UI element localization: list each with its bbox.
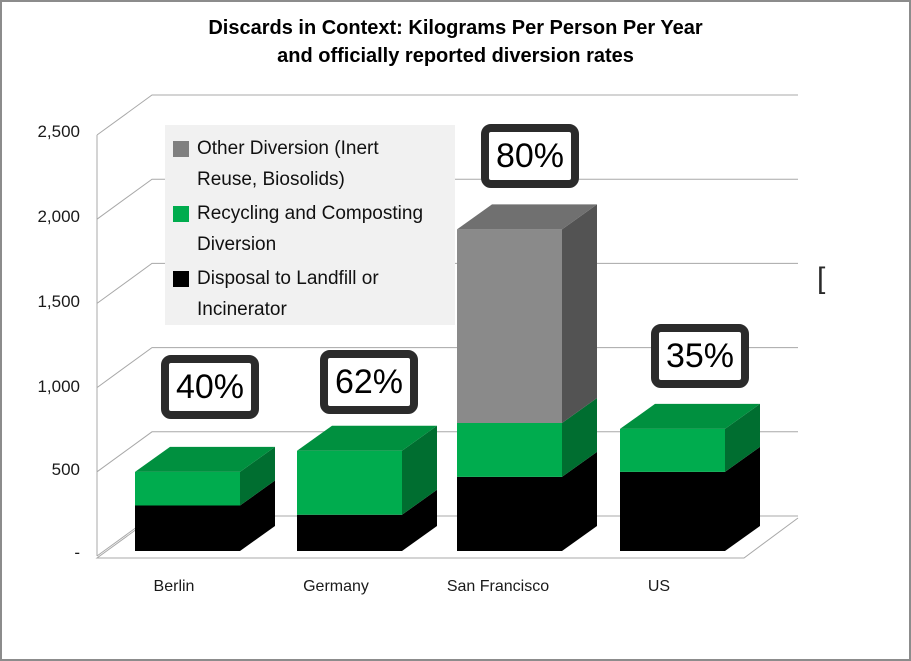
- bar-side-Germany: [402, 425, 437, 515]
- diversion-rate-badge-berlin: 40%: [161, 355, 259, 419]
- diversion-rate-badge-us: 35%: [651, 324, 749, 388]
- bar-front-Germany: [297, 450, 402, 515]
- gridline: [96, 94, 798, 136]
- bar-front-Berlin: [135, 471, 240, 506]
- page-title: Discards in Context: Kilograms Per Perso…: [2, 14, 909, 70]
- legend-swatch-green-icon: [173, 206, 189, 222]
- bar-side-Berlin: [240, 480, 275, 551]
- bar-top-San Francisco: [457, 204, 597, 230]
- bracket-artifact: [: [817, 262, 826, 295]
- gridline: [96, 178, 798, 220]
- legend-item-label: Disposal to Landfill or Incinerator: [197, 268, 379, 320]
- bar-front-Berlin: [135, 505, 240, 551]
- y-axis-tick: 2,000: [37, 207, 80, 226]
- y-axis-tick: 2,500: [37, 122, 80, 141]
- bar-side-San Francisco: [562, 451, 597, 551]
- legend-swatch-black-icon: [173, 271, 189, 287]
- bar-front-Germany: [297, 514, 402, 551]
- bar-side-Berlin: [240, 446, 275, 506]
- bar-top-Berlin: [135, 446, 275, 472]
- diversion-rate-badge-germany: 62%: [320, 350, 418, 414]
- category-label-us: US: [647, 578, 671, 595]
- bar-front-San Francisco: [457, 229, 562, 424]
- legend: Other Diversion (Inert Reuse, Biosolids)…: [165, 125, 455, 325]
- title-line-2: and officially reported diversion rates: [277, 45, 634, 67]
- bar-side-San Francisco: [562, 204, 597, 424]
- bar-front-US: [620, 428, 725, 472]
- y-axis-tick: 500: [51, 460, 80, 479]
- y-axis-tick: 1,000: [37, 377, 80, 396]
- legend-item-label: Recycling and Composting Diversion: [197, 203, 424, 255]
- legend-item-disposal: Disposal to Landfill or Incinerator: [173, 263, 445, 325]
- legend-item-recycling: Recycling and Composting Diversion: [173, 198, 445, 260]
- bar-side-US: [725, 403, 760, 472]
- bar-front-San Francisco: [457, 476, 562, 551]
- legend-item-other-diversion: Other Diversion (Inert Reuse, Biosolids): [173, 133, 445, 195]
- floor-edge: [95, 517, 799, 559]
- y-axis-tick: -: [74, 543, 80, 562]
- bar-front-San Francisco: [457, 423, 562, 477]
- diversion-rate-badge-san-francisco: 80%: [481, 124, 579, 188]
- y-axis-tick: 1,500: [37, 292, 80, 311]
- bar-side-Germany: [402, 489, 437, 551]
- category-label-berlin: Berlin: [153, 578, 195, 595]
- category-label-san-francisco: San Francisco: [446, 578, 550, 595]
- bar-side-US: [725, 446, 760, 551]
- bar-side-San Francisco: [562, 398, 597, 477]
- bar-top-US: [620, 403, 760, 429]
- title-line-1: Discards in Context: Kilograms Per Perso…: [208, 17, 703, 39]
- legend-swatch-gray-icon: [173, 141, 189, 157]
- bar-top-Germany: [297, 425, 437, 451]
- legend-item-label: Other Diversion (Inert Reuse, Biosolids): [197, 138, 379, 190]
- bar-front-US: [620, 471, 725, 551]
- category-label-germany: Germany: [303, 578, 369, 595]
